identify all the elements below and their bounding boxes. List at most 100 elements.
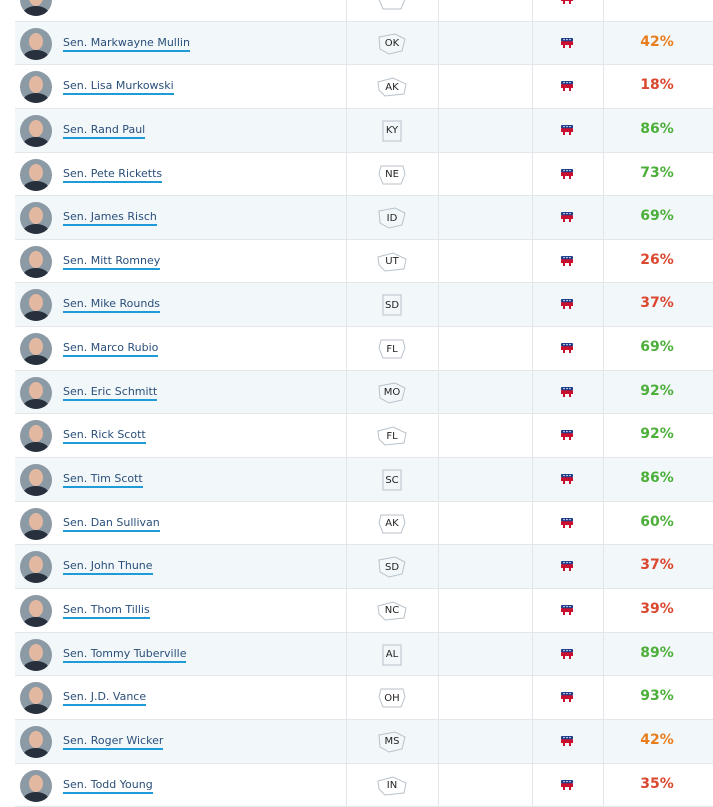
state-map-icon [382,469,402,491]
liberty-score: 69% [640,339,674,356]
avatar-suit [23,224,49,235]
liberty-score: 92% [640,382,674,399]
avatar[interactable] [20,725,52,758]
senator-name-link[interactable]: Sen. J.D. Vance [63,690,147,707]
table-row: Sen. Thom Tillis NC 39% [15,588,713,633]
senator-name-link[interactable]: Sen. Roger Wicker [63,734,164,750]
table-row: Sen. Rick Scott FL 92% [15,414,713,459]
senator-name-link[interactable]: Sen. Rick Scott [63,428,146,445]
republican-elephant-icon [561,81,573,92]
avatar[interactable] [20,420,52,453]
avatar[interactable] [20,158,52,191]
avatar-suit [23,704,49,715]
avatar[interactable] [20,594,52,627]
avatar[interactable] [20,769,52,802]
column-divider [346,108,347,152]
state-code: OH [384,692,400,704]
table-row: Sen. Lisa Murkowski AK 18% [15,65,713,109]
avatar-suit [23,136,49,147]
state-code: ID [386,212,398,224]
state-map-icon [378,688,406,708]
state-code: MO [383,387,401,399]
avatar[interactable] [20,464,52,497]
state-map-icon [377,601,407,621]
republican-elephant-icon [561,299,573,310]
senator-name-link[interactable]: Sen. Tommy Tuberville [63,647,187,663]
state-outline: MO [375,380,409,406]
state-code: NE [385,169,399,181]
senator-name-link[interactable]: Sen. Marco Rubio [63,341,159,358]
avatar-suit [23,311,49,322]
avatar[interactable] [20,0,52,16]
column-divider [438,501,439,545]
state-code: MS [384,736,400,748]
avatar[interactable] [20,551,52,584]
state-map-icon [377,77,407,97]
senator-name-link[interactable]: Sen. Todd Young [63,778,153,794]
state-code: UT [385,256,399,268]
state-outline: IN [375,773,409,799]
republican-elephant-icon [561,168,573,179]
column-divider [346,196,347,239]
avatar[interactable] [20,289,52,322]
avatar[interactable] [20,202,52,235]
avatar[interactable] [20,638,52,671]
column-divider [532,632,533,676]
senator-name-link[interactable]: Sen. Dan Sullivan [63,516,160,532]
senator-name-link[interactable]: Sen. Tim Scott [63,472,143,489]
avatar-face [29,599,43,617]
avatar[interactable] [20,682,52,715]
avatar[interactable] [20,507,52,540]
avatar[interactable] [20,114,52,147]
avatar[interactable] [20,376,52,409]
state-map-icon [378,207,406,229]
column-divider [438,327,439,370]
senator-name-link[interactable]: Sen. Eric Schmitt [63,385,158,401]
avatar-face [29,119,43,137]
column-divider [603,239,604,283]
avatar-suit [23,442,49,453]
liberty-score: 73% [640,164,674,181]
senator-name-link[interactable]: Sen. Pete Ricketts [63,167,163,183]
liberty-score: 37% [640,295,674,312]
table-row [15,0,713,22]
republican-elephant-icon [561,37,573,48]
avatar-face [29,32,43,50]
state-code: AK [385,81,399,93]
state-outline: SC [375,467,409,493]
avatar[interactable] [20,245,52,278]
avatar-face [29,294,43,312]
avatar[interactable] [20,27,52,60]
senator-name-link[interactable]: Sen. Lisa Murkowski [63,79,174,96]
table-row: Sen. Marco Rubio FL 69% [15,327,713,371]
column-divider [532,676,533,719]
column-divider [438,763,439,807]
state-map-icon [378,382,406,404]
senator-name-link[interactable]: Sen. Thom Tillis [63,603,150,619]
avatar[interactable] [20,71,52,104]
avatar[interactable] [20,333,52,366]
senator-name-link[interactable]: Sen. Mike Rounds [63,297,161,314]
table-row: Sen. Markwayne Mullin OK 42% [15,21,713,66]
avatar-face [29,643,43,661]
column-divider [603,676,604,719]
senator-name-link[interactable]: Sen. Markwayne Mullin [63,36,190,52]
state-code: IN [386,780,398,792]
avatar-suit [23,747,49,758]
column-divider [346,283,347,327]
senator-name-link[interactable]: Sen. John Thune [63,559,153,576]
avatar-suit [23,49,49,60]
avatar-face [29,425,43,443]
senator-name-link[interactable]: Sen. Rand Paul [63,123,146,139]
state-code: AK [385,518,399,530]
state-outline: NE [375,162,409,188]
column-divider [438,21,439,65]
state-outline: FL [375,336,409,362]
state-code: KY [385,125,399,137]
column-divider [532,501,533,545]
avatar-suit [23,180,49,191]
column-divider [438,414,439,458]
senator-name-link[interactable]: Sen. James Risch [63,210,157,227]
senator-name-link[interactable]: Sen. Mitt Romney [63,254,161,270]
state-map-icon [378,0,406,10]
